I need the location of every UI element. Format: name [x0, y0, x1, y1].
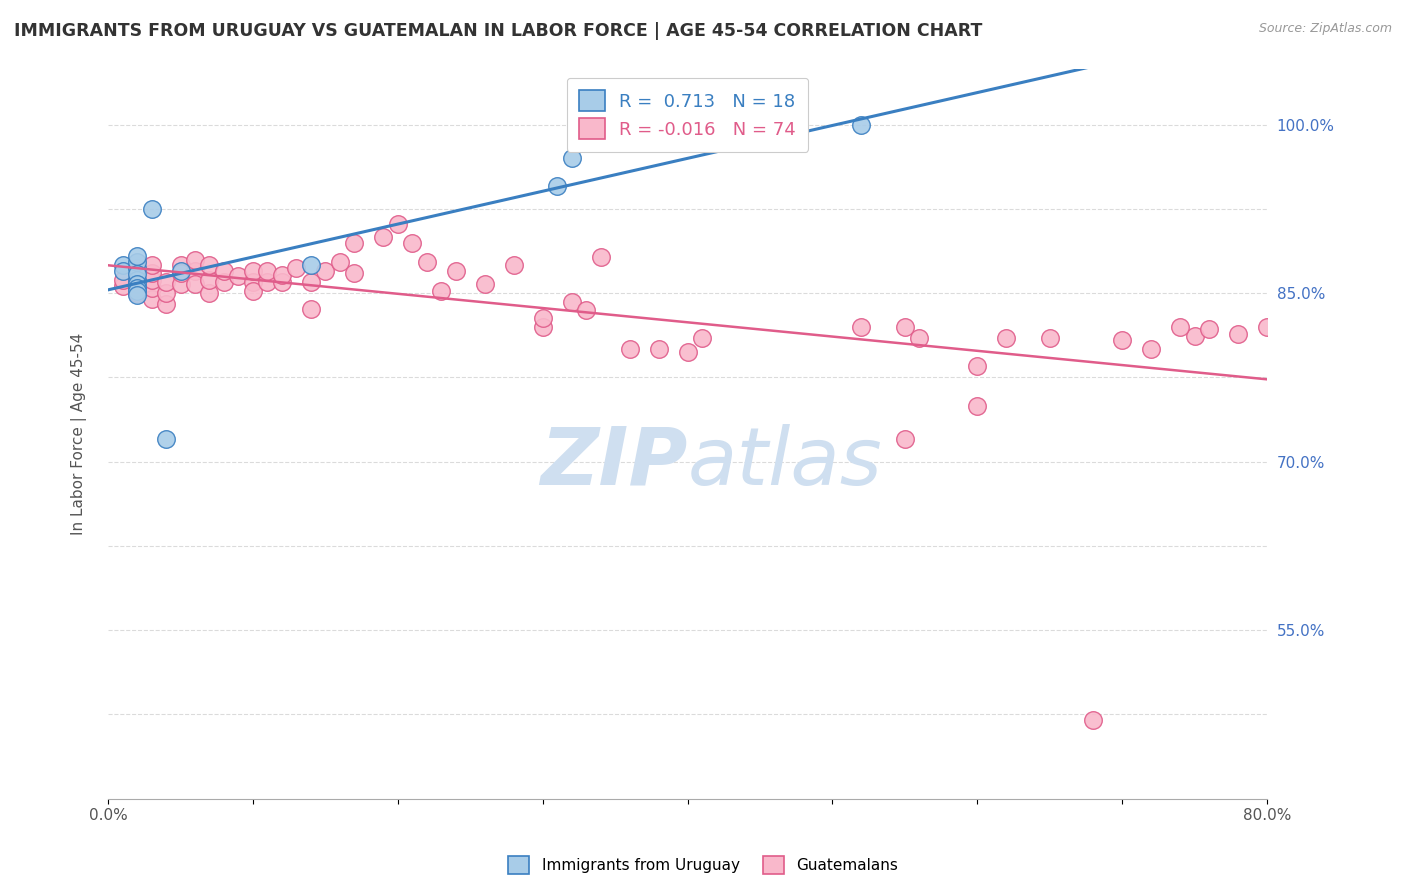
Point [690, 331, 713, 345]
Point [125, 277, 148, 292]
Point [1083, 713, 1105, 727]
Point [444, 264, 467, 278]
Point [995, 331, 1018, 345]
Point [474, 277, 496, 292]
Text: Source: ZipAtlas.com: Source: ZipAtlas.com [1258, 22, 1392, 36]
Point [198, 273, 221, 287]
Point [125, 270, 148, 285]
Point [228, 269, 250, 284]
Text: IMMIGRANTS FROM URUGUAY VS GUATEMALAN IN LABOR FORCE | AGE 45-54 CORRELATION CHA: IMMIGRANTS FROM URUGUAY VS GUATEMALAN IN… [14, 22, 983, 40]
Point [430, 284, 453, 298]
Text: atlas: atlas [688, 424, 883, 502]
Point [125, 254, 148, 268]
Point [155, 275, 177, 289]
Point [299, 275, 322, 289]
Point [169, 264, 191, 278]
Point [531, 319, 554, 334]
Legend: R =  0.713   N = 18, R = -0.016   N = 74: R = 0.713 N = 18, R = -0.016 N = 74 [567, 78, 808, 152]
Text: ZIP: ZIP [540, 424, 688, 502]
Point [155, 432, 177, 446]
Point [125, 267, 148, 281]
Point [401, 235, 423, 250]
Point [141, 280, 163, 294]
Point [141, 258, 163, 272]
Point [966, 359, 988, 374]
Point [1140, 343, 1163, 357]
Point [125, 273, 148, 287]
Point [242, 275, 264, 289]
Point [184, 252, 207, 267]
Point [111, 264, 134, 278]
Point [198, 258, 221, 272]
Point [141, 202, 163, 216]
Point [908, 331, 931, 345]
Point [125, 249, 148, 263]
Point [125, 280, 148, 294]
Point [271, 275, 294, 289]
Point [285, 261, 308, 276]
Point [561, 295, 583, 310]
Point [169, 258, 191, 272]
Point [1111, 334, 1133, 348]
Point [314, 264, 336, 278]
Point [851, 319, 873, 334]
Point [111, 258, 134, 272]
Point [242, 264, 264, 278]
Point [1168, 319, 1191, 334]
Point [387, 217, 409, 231]
Point [169, 266, 191, 280]
Point [894, 432, 917, 446]
Point [212, 275, 235, 289]
Point [619, 343, 641, 357]
Point [299, 301, 322, 316]
Point [242, 284, 264, 298]
Point [299, 258, 322, 272]
Point [647, 343, 669, 357]
Point [343, 235, 366, 250]
Point [198, 286, 221, 301]
Point [676, 344, 699, 359]
Point [561, 152, 583, 166]
Point [125, 264, 148, 278]
Point [416, 254, 439, 268]
Point [329, 254, 352, 268]
Point [111, 279, 134, 293]
Point [1256, 319, 1278, 334]
Point [141, 292, 163, 306]
Point [343, 266, 366, 280]
Point [141, 273, 163, 287]
Point [141, 266, 163, 280]
Point [531, 310, 554, 325]
Point [125, 284, 148, 298]
Point [1039, 331, 1062, 345]
Point [184, 277, 207, 292]
Point [575, 303, 598, 318]
Point [271, 268, 294, 283]
Point [256, 264, 278, 278]
Point [169, 277, 191, 292]
Point [1184, 329, 1206, 343]
Point [373, 230, 395, 244]
Point [966, 399, 988, 413]
Point [111, 273, 134, 287]
Legend: Immigrants from Uruguay, Guatemalans: Immigrants from Uruguay, Guatemalans [502, 850, 904, 880]
Point [851, 118, 873, 132]
Point [1227, 326, 1250, 341]
Point [155, 286, 177, 301]
Point [1198, 322, 1220, 336]
Point [256, 275, 278, 289]
Point [546, 179, 568, 194]
Point [589, 250, 612, 264]
Point [125, 261, 148, 276]
Point [212, 264, 235, 278]
Y-axis label: In Labor Force | Age 45-54: In Labor Force | Age 45-54 [72, 333, 87, 535]
Point [125, 288, 148, 302]
Point [125, 286, 148, 301]
Point [502, 258, 524, 272]
Point [184, 264, 207, 278]
Point [894, 319, 917, 334]
Point [1270, 319, 1292, 334]
Point [155, 297, 177, 311]
Point [125, 277, 148, 292]
